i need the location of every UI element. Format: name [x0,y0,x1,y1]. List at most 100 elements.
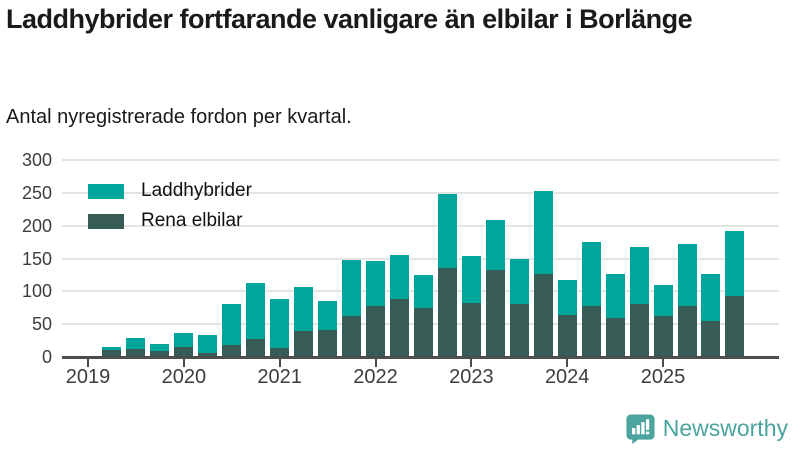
legend: Laddhybrider Rena elbilar [88,176,252,236]
x-axis-line [62,356,779,359]
segment-rena-elbilar [389,299,409,357]
segment-rena-elbilar [246,339,266,357]
x-axis-tick [662,359,665,367]
bar-2022-q3 [413,274,433,357]
bar-2021-q4 [342,259,362,357]
segment-rena-elbilar [725,295,745,357]
segment-laddhybrider [174,333,194,347]
x-axis-tick [470,359,473,367]
segment-laddhybrider [150,343,170,352]
segment-rena-elbilar [318,330,338,357]
segment-rena-elbilar [533,273,553,357]
x-axis-year-label: 2019 [65,366,111,388]
segment-rena-elbilar [437,267,457,357]
legend-swatch-rena-elbilar [88,213,124,229]
bar-2021-q3 [318,300,338,357]
segment-laddhybrider [222,303,242,346]
x-axis-year-label: 2024 [544,366,590,388]
y-axis-tick-label: 50 [31,314,52,335]
segment-rena-elbilar [581,305,601,357]
bar-chart: 0 50 100 150 200 250 300 Laddhybrider Rena elb… [0,150,800,400]
segment-rena-elbilar [174,346,194,357]
chart-subtitle: Antal nyregistrerade fordon per kvartal. [6,106,352,128]
bar-2025-q4 [725,230,745,357]
segment-rena-elbilar [413,308,433,357]
segment-rena-elbilar [461,302,481,357]
x-axis-tick [87,359,89,367]
segment-rena-elbilar [294,330,314,357]
segment-laddhybrider [509,258,529,305]
segment-rena-elbilar [557,314,577,357]
segment-laddhybrider [389,255,409,300]
newsworthy-wordmark: Newsworthy [662,415,788,441]
segment-rena-elbilar [485,269,505,357]
legend-swatch-laddhybrider [88,183,124,199]
bar-2025-q2 [677,244,697,357]
segment-rena-elbilar [366,306,386,357]
segment-laddhybrider [485,219,505,270]
newsworthy-icon [626,414,655,444]
legend-label-laddhybrider: Laddhybrider [141,180,252,201]
segment-laddhybrider [198,335,218,354]
x-axis-tick [374,359,377,367]
x-axis-year-label: 2021 [257,366,302,388]
gridline [62,224,779,227]
segment-rena-elbilar [677,305,697,357]
bar-2022-q4 [437,194,457,357]
bar-2023-q2 [485,219,505,357]
segment-laddhybrider [294,287,314,331]
y-axis-tick-label: 300 [21,150,52,170]
bar-2023-q3 [509,258,529,357]
x-axis-year-label: 2023 [449,366,494,388]
legend-label-rena-elbilar: Rena elbilar [141,210,243,231]
bar-2023-q1 [461,255,481,357]
bar-2024-q3 [605,274,625,357]
bar-2023-q4 [533,190,553,357]
segment-laddhybrider [437,194,457,268]
plot-area: Laddhybrider Rena elbilar [62,159,779,359]
segment-rena-elbilar [198,353,218,357]
segment-laddhybrider [533,190,553,274]
segment-laddhybrider [677,244,697,306]
segment-rena-elbilar [342,316,362,357]
segment-rena-elbilar [509,304,529,357]
segment-laddhybrider [581,242,601,306]
gridline [62,257,779,260]
segment-laddhybrider [270,298,290,349]
x-axis-tick [182,359,185,367]
segment-rena-elbilar [222,345,242,357]
segment-rena-elbilar [629,303,649,357]
x-axis-year-label: 2022 [353,366,398,388]
segment-rena-elbilar [701,320,721,357]
legend-item-rena-elbilar: Rena elbilar [88,206,252,236]
y-axis-tick-label: 200 [21,215,52,236]
bar-2022-q1 [366,261,386,357]
segment-rena-elbilar [605,317,625,357]
gridline [62,159,779,161]
y-axis-tick-label: 0 [41,347,52,367]
bar-2020-q3 [222,303,242,357]
segment-laddhybrider [461,255,481,303]
segment-laddhybrider [701,274,721,321]
bar-2019-q4 [150,343,170,357]
bar-2024-q2 [581,242,601,357]
segment-laddhybrider [246,283,266,340]
bar-2022-q2 [389,255,409,357]
gridline [62,191,779,194]
segment-rena-elbilar [102,350,122,357]
segment-laddhybrider [605,274,625,318]
bar-2020-q4 [246,283,266,357]
bar-2020-q1 [174,333,194,357]
chart-title: Laddhybrider fortfarande vanligare än el… [6,4,693,34]
bar-2024-q4 [629,247,649,357]
y-axis-tick-label: 250 [21,182,52,203]
segment-laddhybrider [725,230,745,296]
segment-laddhybrider [653,284,673,317]
segment-rena-elbilar [126,349,146,357]
segment-laddhybrider [629,247,649,304]
bar-2025-q3 [701,274,721,357]
bar-2019-q3 [126,337,146,357]
segment-laddhybrider [102,346,122,351]
segment-laddhybrider [318,300,338,331]
segment-rena-elbilar [653,316,673,357]
